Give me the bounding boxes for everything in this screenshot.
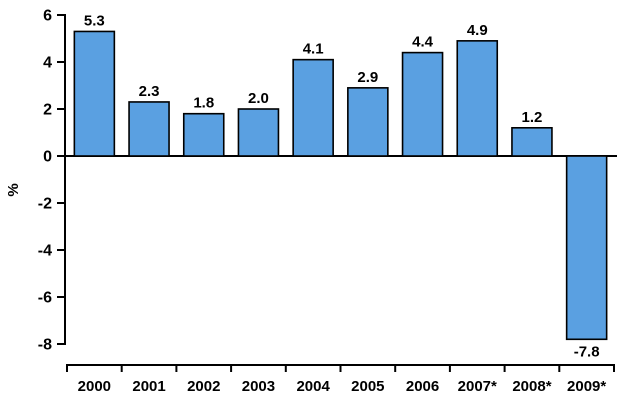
x-axis-category-label: 2002 [187, 378, 220, 395]
x-axis-category-label: 2000 [78, 378, 111, 395]
x-axis-category-label: 2007* [458, 378, 497, 395]
y-axis-tick-label: 6 [43, 8, 52, 25]
bar-value-label: 1.8 [193, 95, 214, 112]
bar-2006 [401, 51, 444, 157]
bar-2005 [347, 87, 389, 157]
y-axis-title: % [5, 183, 22, 196]
x-axis-category-label: 2003 [242, 378, 275, 395]
x-axis-category-label: 2008* [512, 378, 551, 395]
bar-2000 [73, 30, 116, 157]
bar-2001 [128, 101, 170, 157]
x-axis-category-label: 2001 [132, 378, 165, 395]
bar-value-label: 2.3 [139, 83, 160, 100]
bar-2002 [182, 112, 225, 157]
bar-value-label: 5.3 [84, 12, 105, 29]
bar-2003 [237, 108, 280, 157]
bar-2008* [511, 127, 553, 157]
bar-2007* [456, 40, 499, 157]
x-axis-category-label: 2009* [567, 378, 606, 395]
bar-2009* [565, 155, 608, 341]
y-axis-tick-label: -4 [38, 243, 52, 260]
bar-value-label: 4.1 [303, 41, 324, 58]
x-axis-category-label: 2005 [351, 378, 384, 395]
y-axis-tick-label: -8 [38, 337, 52, 354]
y-axis-tick-label: 4 [43, 55, 52, 72]
bar-value-label: 2.9 [357, 69, 378, 86]
x-axis-category-label: 2006 [406, 378, 439, 395]
bar-value-label: 4.9 [467, 22, 488, 39]
y-axis-tick-label: -2 [38, 196, 52, 213]
bar-value-label: 1.2 [522, 109, 543, 126]
y-axis-tick-label: -6 [38, 290, 52, 307]
y-axis-tick-label: 0 [43, 149, 52, 166]
bar-value-label: 2.0 [248, 90, 269, 107]
bar-value-label: 4.4 [412, 34, 434, 51]
bar-2004 [292, 58, 334, 157]
y-axis-tick-label: 2 [43, 102, 52, 119]
bar-value-label: -7.8 [574, 343, 600, 360]
x-axis-category-label: 2004 [296, 378, 330, 395]
